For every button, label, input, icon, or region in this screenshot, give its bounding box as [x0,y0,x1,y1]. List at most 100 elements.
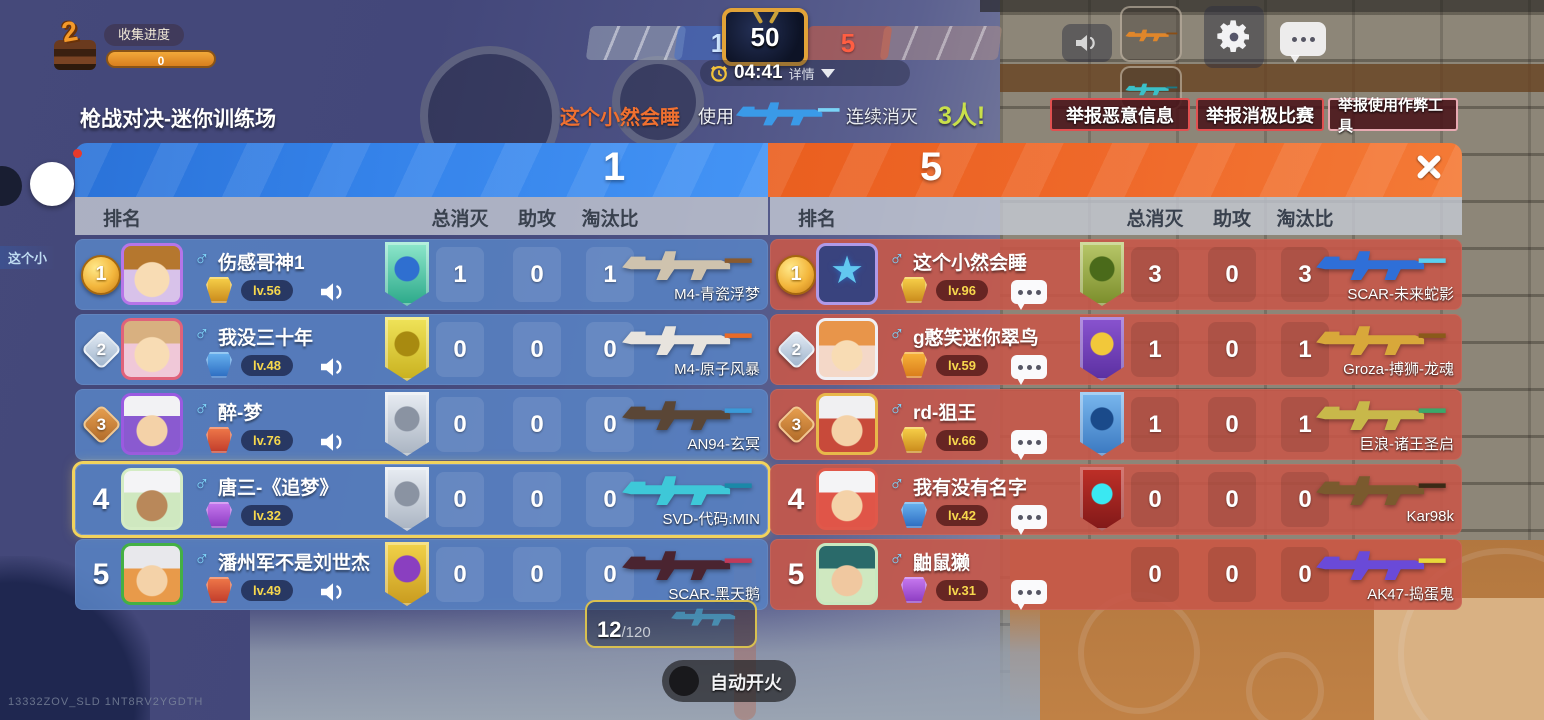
clan-emblem-icon [385,467,429,531]
avatar[interactable] [121,393,183,455]
rank-tier-icon [901,577,927,603]
avatar[interactable] [816,393,878,455]
male-icon: ♂ [194,547,210,570]
chat-dots-icon [1017,439,1023,445]
rank-tier-icon [901,427,927,453]
edge-killfeed-fragment: 这个小 [0,246,56,269]
killfeed-player-name: 这个小然会睡 [560,107,680,129]
close-button[interactable] [1406,146,1452,188]
column-assists: 助攻 [1212,209,1252,230]
ammo-current: 12 [597,617,622,642]
report-cheat-button[interactable]: 举报使用作弊工具 [1328,97,1458,135]
player-row[interactable]: 2 ♂ 我没三十年 lv.48 0 0 0 M4-原子风暴 [75,314,768,385]
level-badge: lv.56 [241,280,293,301]
player-row[interactable]: 1 ♂ 这个小然会睡 lv.96 3 0 3 SCAR-未来蛇影 [770,239,1462,310]
chat-bubble-icon[interactable] [1011,580,1047,610]
ratio-value: 0 [1281,547,1329,602]
speaker-icon[interactable] [318,430,348,454]
rank-tier-icon [206,352,232,378]
clan-emblem-icon [1080,317,1124,381]
assists-value: 0 [1208,322,1256,377]
chat-bubble-icon[interactable] [1011,430,1047,460]
column-rank: 排名 [103,209,142,230]
player-row[interactable]: 1 ♂ 伤感哥神1 lv.56 1 0 1 M4-青瓷浮梦 [75,239,768,310]
avatar[interactable] [121,468,183,530]
speaker-icon [1076,35,1095,51]
level-badge: lv.42 [936,505,988,526]
clan-emblem-icon [1080,392,1124,456]
ammo-weapon-icon [671,608,736,626]
weapon-icon [1316,251,1446,280]
chevron-down-icon[interactable] [820,68,835,78]
toggle-knob[interactable] [669,666,699,696]
ratio-value: 0 [1281,472,1329,527]
avatar[interactable] [816,243,878,305]
chat-bubble-icon[interactable] [1011,280,1047,310]
weapon-name: SCAR-黑天鹅 [668,586,760,603]
control-button-hint[interactable] [1078,592,1200,714]
weapon-slot-1[interactable] [1120,6,1182,62]
chat-dots-icon [1017,289,1023,295]
blue-team-header: 1 [75,143,768,197]
player-row-self[interactable]: 4 ♂ 唐三-《追梦》 lv.32 0 0 0 SVD-代码:MIN [75,464,768,535]
report-malicious-button[interactable]: 举报恶意信息 [1050,98,1190,131]
weapon-name: Groza-搏狮-龙魂 [1343,361,1454,378]
kills-value: 0 [436,547,484,602]
clan-emblem-icon [385,542,429,606]
chat-bubble-icon[interactable] [1011,505,1047,535]
red-team-score: 5 [920,145,943,189]
rank-badge: 3 [75,389,127,460]
weapon-name: AN94-玄冥 [687,436,760,453]
speaker-icon[interactable] [318,580,348,604]
settings-button[interactable] [1204,6,1264,68]
player-row[interactable]: 3 ♂ 醉-梦 lv.76 0 0 0 AN94-玄冥 [75,389,768,460]
player-row[interactable]: 5 ♂ 潘州军不是刘世杰 lv.49 0 0 0 SCAR-黑天鹅 [75,539,768,610]
speaker-icon[interactable] [318,355,348,379]
level-badge: lv.96 [936,280,988,301]
weapon-name: M4-原子风暴 [674,361,760,378]
mode-title: 枪战对决-迷你训练场 [80,108,276,131]
voice-mute-button[interactable] [1062,24,1112,62]
level-badge: lv.49 [241,580,293,601]
timer-value: 04:41 [734,62,783,83]
white-circle-indicator[interactable] [30,162,74,206]
chat-dots-icon [1017,514,1023,520]
chat-dots-icon [1017,589,1023,595]
secondary-weapon-icon [1125,83,1178,96]
player-name: 我没三十年 [218,328,314,349]
kills-value: 0 [1131,472,1179,527]
avatar[interactable] [121,243,183,305]
clan-emblem-icon [1080,242,1124,306]
autofire-toggle[interactable]: 自动开火 [662,660,796,702]
gold-medal-icon: 1 [776,254,816,295]
chat-bubble-icon[interactable] [1011,355,1047,385]
weapon-icon [622,251,752,280]
assists-value: 0 [513,322,561,377]
assists-value: 0 [1208,547,1256,602]
player-row[interactable]: 5 ♂ 鼬鼠獭 lv.31 0 0 0 AK47-捣蛋鬼 [770,539,1462,610]
chat-button[interactable] [1280,22,1326,63]
column-assists: 助攻 [517,209,557,230]
details-label[interactable]: 详情 [788,66,815,82]
avatar[interactable] [121,543,183,605]
rank-tier-icon [901,352,927,378]
player-row[interactable]: 2 ♂ g憨笑迷你翠鸟 lv.59 1 0 1 Groza-搏狮-龙魂 [770,314,1462,385]
weapon-name: SVD-代码:MIN [662,511,760,528]
speaker-icon[interactable] [318,280,348,304]
weapon-icon [1316,326,1446,355]
male-icon: ♂ [889,247,905,270]
notification-dot [73,149,82,158]
male-icon: ♂ [194,472,210,495]
control-button-hint-small[interactable] [1246,652,1324,720]
kills-value: 0 [1131,547,1179,602]
avatar[interactable] [816,543,878,605]
avatar[interactable] [121,318,183,380]
avatar[interactable] [816,468,878,530]
player-row[interactable]: 3 ♂ rd-狙王 lv.66 1 0 1 巨浪-诸王圣启 [770,389,1462,460]
player-row[interactable]: 4 ♂ 我有没有名字 lv.42 0 0 0 Kar98k [770,464,1462,535]
avatar[interactable] [816,318,878,380]
report-negative-button[interactable]: 举报消极比赛 [1196,98,1324,131]
weapon-name: 巨浪-诸王圣启 [1359,436,1454,453]
silver-rank-icon: 2 [775,328,817,371]
